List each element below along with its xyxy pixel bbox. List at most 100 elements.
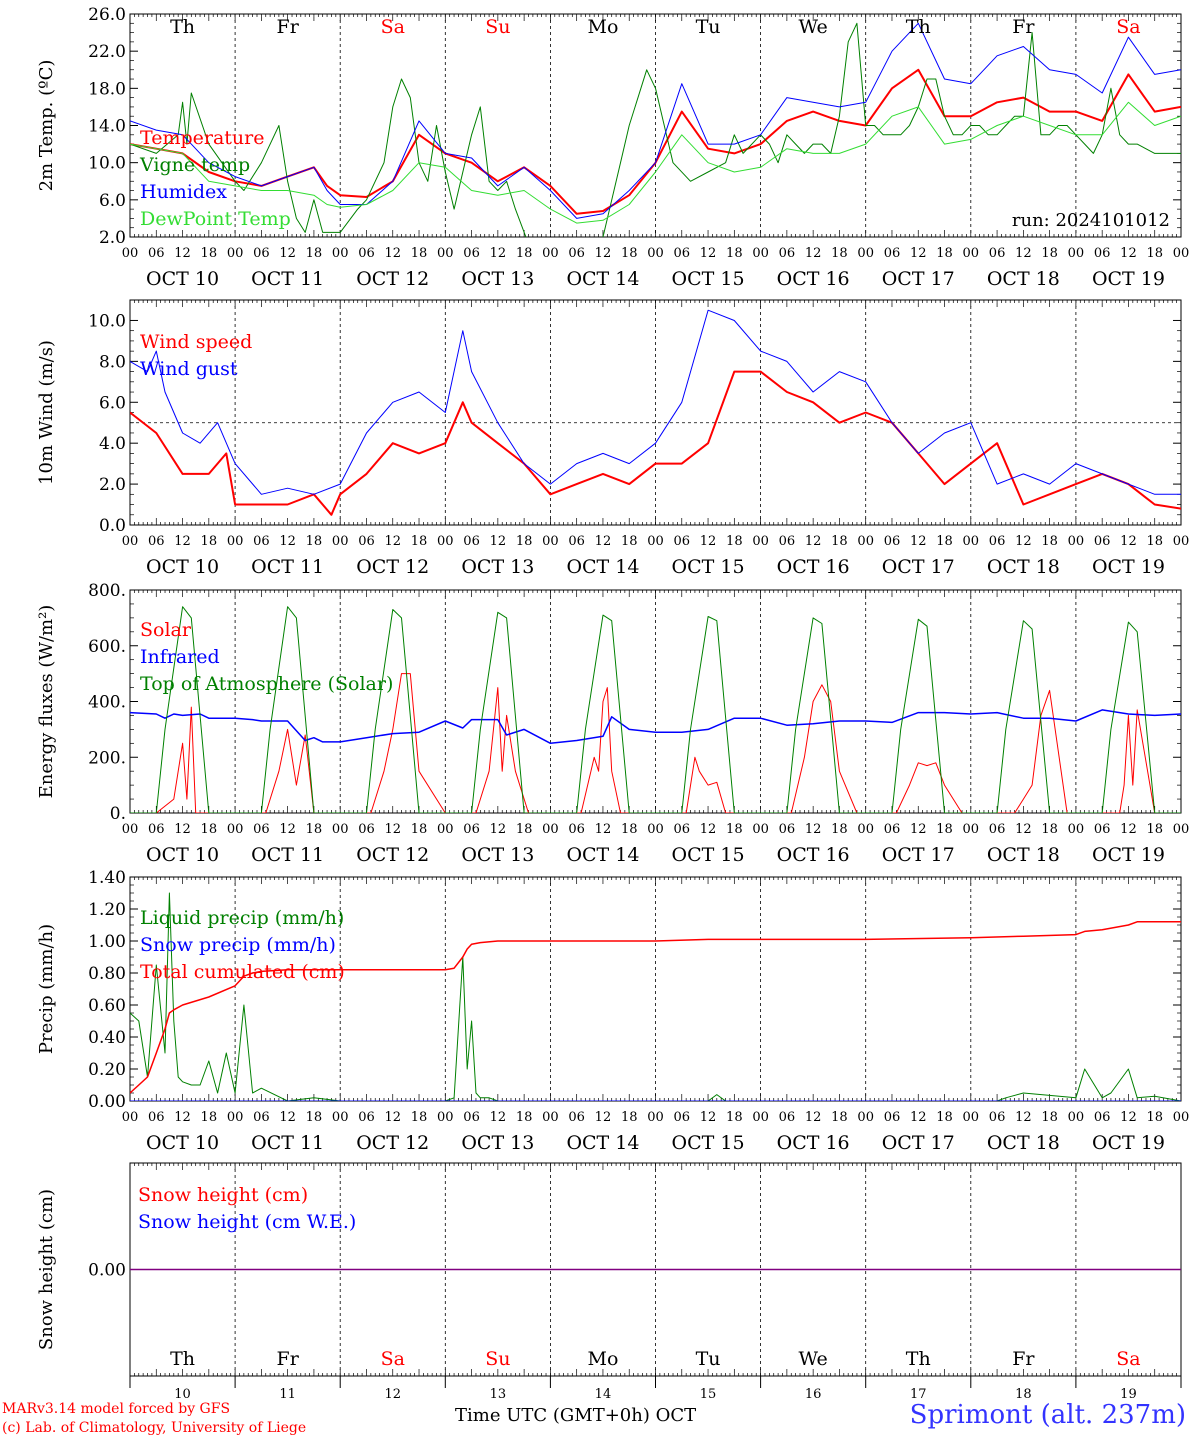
x-hour-label: 18 (411, 1110, 428, 1125)
weekday-label-bottom: We (799, 1348, 828, 1370)
weekday-label-top: Th (906, 16, 931, 38)
x-hour-label: 12 (805, 246, 822, 261)
weekday-label-top: Sa (381, 16, 405, 38)
x-hour-label: 12 (595, 822, 612, 837)
x-date-label: OCT 13 (461, 1132, 534, 1154)
x-hour-label: 06 (674, 822, 691, 837)
x-hour-label: 18 (1041, 822, 1058, 837)
x-hour-label: 00 (647, 1110, 664, 1125)
x-hour-label: 12 (490, 246, 507, 261)
x-hour-label: 06 (779, 1110, 796, 1125)
weekday-label-bottom: Fr (1012, 1348, 1035, 1370)
x-hour-label: 06 (1094, 822, 1111, 837)
legend-entry: Solar (140, 619, 192, 641)
weekday-label-bottom: Th (906, 1348, 931, 1370)
x-hour-label: 00 (122, 1110, 139, 1125)
x-hour-label: 06 (253, 246, 270, 261)
weekday-label-bottom: Mo (587, 1348, 618, 1370)
x-hour-label: 06 (148, 822, 165, 837)
weekday-label-bottom: Fr (277, 1348, 300, 1370)
x-hour-label: 00 (437, 534, 454, 549)
x-hour-label: 12 (1120, 246, 1137, 261)
y-tick-label: 0.40 (88, 1028, 126, 1048)
series-line-top-of-atmosphere-solar- (130, 606, 1181, 813)
y-tick-label: 6.0 (99, 393, 126, 413)
x-hour-label: 12 (384, 822, 401, 837)
x-date-label: OCT 15 (672, 268, 745, 290)
x-hour-label: 06 (779, 822, 796, 837)
x-date-label: OCT 13 (461, 844, 534, 866)
x-hour-label: 12 (595, 1110, 612, 1125)
x-hour-label: 00 (437, 246, 454, 261)
x-hour-label: 18 (726, 534, 743, 549)
x-hour-label: 18 (831, 534, 848, 549)
x-hour-label: 18 (306, 246, 323, 261)
x-hour-label: 06 (463, 822, 480, 837)
x-hour-label: 00 (1173, 246, 1190, 261)
y-tick-label: 6.0 (99, 191, 126, 211)
y-tick-label: 1.40 (88, 868, 126, 888)
x-hour-label: 18 (936, 1110, 953, 1125)
legend-entry: Infrared (140, 646, 220, 668)
x-hour-label: 06 (674, 246, 691, 261)
x-hour-label: 00 (1173, 534, 1190, 549)
day-number-label: 14 (595, 1387, 612, 1402)
x-hour-label: 00 (752, 534, 769, 549)
x-hour-label: 12 (279, 1110, 296, 1125)
legend-entry: Snow height (cm) (138, 1184, 308, 1206)
series-line-wind-speed (130, 370, 1181, 516)
x-hour-label: 18 (831, 246, 848, 261)
x-hour-label: 06 (779, 534, 796, 549)
x-hour-label: 06 (568, 1110, 585, 1125)
day-number-label: 11 (279, 1387, 296, 1402)
x-hour-label: 00 (857, 1110, 874, 1125)
x-hour-label: 00 (542, 822, 559, 837)
x-date-label: OCT 11 (251, 556, 324, 578)
day-number-label: 10 (174, 1387, 191, 1402)
legend-entry: Snow precip (mm/h) (140, 934, 336, 956)
x-hour-label: 12 (910, 534, 927, 549)
x-hour-label: 18 (621, 246, 638, 261)
y-tick-label: 10.0 (88, 154, 126, 174)
x-hour-label: 18 (1146, 534, 1163, 549)
x-hour-label: 18 (1146, 1110, 1163, 1125)
y-tick-label: 0.00 (88, 1261, 126, 1281)
y-tick-label: 600. (88, 637, 126, 657)
day-number-label: 19 (1120, 1387, 1137, 1402)
x-date-label: OCT 10 (146, 556, 219, 578)
x-date-label: OCT 12 (356, 556, 429, 578)
x-axis-title: Time UTC (GMT+0h) OCT (455, 1405, 697, 1426)
x-hour-label: 18 (726, 1110, 743, 1125)
legend-entry: Vigne temp (139, 154, 250, 176)
x-hour-label: 18 (516, 534, 533, 549)
day-number-label: 12 (384, 1387, 401, 1402)
x-date-label: OCT 11 (251, 268, 324, 290)
x-hour-label: 12 (700, 1110, 717, 1125)
x-hour-label: 00 (1173, 1110, 1190, 1125)
x-hour-label: 18 (936, 822, 953, 837)
x-hour-label: 00 (332, 822, 349, 837)
x-date-label: OCT 12 (356, 268, 429, 290)
weekday-label-top: Fr (1012, 16, 1035, 38)
x-date-label: OCT 16 (777, 268, 850, 290)
x-date-label: OCT 18 (987, 268, 1060, 290)
x-hour-label: 18 (936, 534, 953, 549)
x-hour-label: 12 (490, 822, 507, 837)
x-hour-label: 12 (805, 534, 822, 549)
x-date-label: OCT 16 (777, 556, 850, 578)
x-hour-label: 12 (174, 1110, 191, 1125)
weekday-label-top: Fr (277, 16, 300, 38)
weekday-label-top: Th (170, 16, 195, 38)
y-axis-label: Energy fluxes (W/m²) (36, 605, 57, 799)
y-tick-label: 8.0 (99, 352, 126, 372)
x-date-label: OCT 17 (882, 556, 955, 578)
x-hour-label: 12 (595, 246, 612, 261)
x-date-label: OCT 10 (146, 1132, 219, 1154)
x-hour-label: 06 (463, 246, 480, 261)
y-tick-label: 1.00 (88, 932, 126, 952)
y-tick-label: 14.0 (88, 117, 126, 137)
x-hour-label: 00 (1173, 822, 1190, 837)
x-hour-label: 06 (358, 534, 375, 549)
y-axis-label: Precip (mm/h) (36, 924, 57, 1054)
y-tick-label: 800. (88, 581, 126, 601)
